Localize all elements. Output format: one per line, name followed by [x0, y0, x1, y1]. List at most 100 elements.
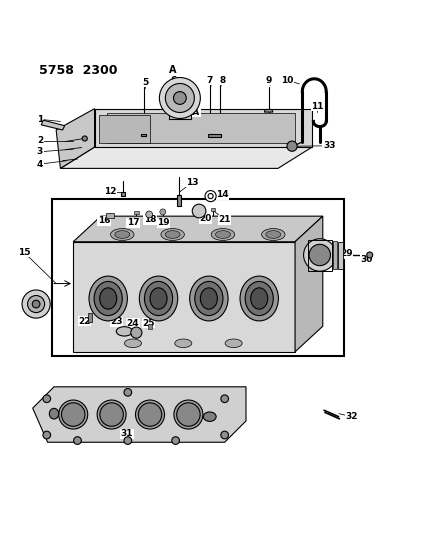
Circle shape	[172, 437, 179, 445]
Circle shape	[43, 395, 51, 402]
Bar	[211, 208, 215, 211]
Ellipse shape	[195, 281, 223, 316]
Text: 14: 14	[216, 190, 229, 199]
Text: 27: 27	[305, 248, 318, 257]
Ellipse shape	[161, 229, 184, 240]
Bar	[52, 199, 344, 356]
Ellipse shape	[175, 339, 192, 348]
Circle shape	[43, 431, 51, 439]
Circle shape	[367, 252, 373, 258]
Ellipse shape	[150, 288, 167, 309]
Text: 3: 3	[37, 147, 43, 156]
Text: 12: 12	[104, 187, 117, 196]
Ellipse shape	[174, 400, 203, 429]
Bar	[88, 313, 92, 322]
Bar	[308, 240, 332, 271]
Circle shape	[146, 211, 152, 218]
Text: A: A	[169, 65, 177, 75]
Polygon shape	[265, 109, 273, 112]
Ellipse shape	[100, 403, 123, 426]
Ellipse shape	[59, 400, 88, 429]
Ellipse shape	[240, 276, 279, 321]
Bar	[338, 242, 343, 269]
Text: 28: 28	[324, 249, 337, 258]
Text: 17: 17	[127, 219, 139, 228]
Ellipse shape	[49, 408, 59, 419]
Text: 20: 20	[199, 214, 212, 223]
Circle shape	[208, 193, 213, 199]
Text: 6A: 6A	[187, 108, 200, 117]
Bar	[333, 241, 337, 270]
Text: 7: 7	[207, 76, 213, 85]
Circle shape	[192, 204, 206, 218]
Polygon shape	[56, 109, 95, 168]
Ellipse shape	[200, 288, 217, 309]
Bar	[148, 324, 152, 329]
Polygon shape	[295, 216, 323, 352]
Polygon shape	[73, 216, 323, 242]
Polygon shape	[41, 120, 65, 130]
Text: 5758  2300: 5758 2300	[39, 64, 118, 77]
Ellipse shape	[110, 229, 134, 240]
Circle shape	[309, 244, 330, 265]
Ellipse shape	[225, 339, 242, 348]
Polygon shape	[107, 113, 295, 143]
Ellipse shape	[245, 281, 273, 316]
Ellipse shape	[89, 276, 128, 321]
Text: 10: 10	[281, 76, 294, 85]
Text: 25: 25	[142, 319, 155, 328]
Text: 32: 32	[345, 412, 358, 421]
Bar	[134, 211, 139, 214]
Ellipse shape	[203, 412, 216, 422]
Bar	[121, 192, 125, 196]
Bar	[208, 134, 221, 137]
Polygon shape	[95, 109, 312, 147]
Text: 24: 24	[127, 319, 139, 328]
Ellipse shape	[136, 400, 164, 429]
Text: 31: 31	[121, 429, 133, 438]
Text: 11: 11	[311, 102, 324, 110]
Text: 26: 26	[26, 308, 39, 317]
Ellipse shape	[125, 339, 142, 348]
Text: 4: 4	[37, 159, 43, 168]
Text: 29: 29	[340, 249, 353, 258]
Ellipse shape	[97, 400, 126, 429]
Text: 8: 8	[220, 76, 226, 85]
Bar	[107, 213, 114, 218]
Circle shape	[205, 191, 216, 201]
Ellipse shape	[115, 231, 130, 238]
Text: 5: 5	[142, 78, 148, 87]
Circle shape	[159, 77, 200, 118]
Ellipse shape	[211, 229, 235, 240]
Text: 19: 19	[158, 219, 170, 228]
Text: 30: 30	[360, 255, 372, 264]
Circle shape	[221, 395, 229, 402]
Ellipse shape	[62, 403, 85, 426]
Text: 9: 9	[265, 76, 272, 85]
Ellipse shape	[177, 403, 200, 426]
Text: 23: 23	[110, 318, 123, 326]
Ellipse shape	[94, 281, 122, 316]
Text: 15: 15	[18, 248, 30, 257]
Polygon shape	[33, 387, 246, 442]
Circle shape	[124, 389, 132, 396]
Circle shape	[74, 437, 81, 445]
Bar	[169, 104, 190, 119]
Text: 21: 21	[218, 215, 231, 224]
Bar	[177, 195, 181, 206]
Ellipse shape	[100, 288, 117, 309]
Ellipse shape	[266, 231, 281, 238]
Polygon shape	[99, 115, 150, 143]
Polygon shape	[73, 242, 295, 352]
Text: 2: 2	[37, 136, 43, 145]
Polygon shape	[60, 147, 312, 168]
Text: 1: 1	[37, 115, 43, 124]
Ellipse shape	[251, 288, 268, 309]
Circle shape	[173, 92, 186, 104]
Ellipse shape	[165, 231, 180, 238]
Text: 33: 33	[323, 141, 336, 150]
Text: 22: 22	[78, 317, 91, 326]
Ellipse shape	[215, 231, 230, 238]
Circle shape	[303, 239, 336, 271]
Circle shape	[131, 327, 142, 338]
